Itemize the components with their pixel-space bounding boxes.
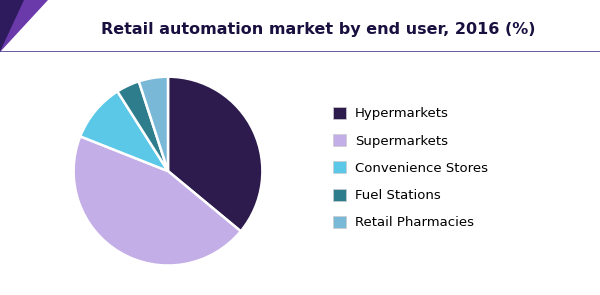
Wedge shape xyxy=(80,91,168,171)
Legend: Hypermarkets, Supermarkets, Convenience Stores, Fuel Stations, Retail Pharmacies: Hypermarkets, Supermarkets, Convenience … xyxy=(332,107,488,230)
Wedge shape xyxy=(168,77,262,231)
Polygon shape xyxy=(0,0,48,52)
Polygon shape xyxy=(0,0,24,52)
Text: Retail automation market by end user, 2016 (%): Retail automation market by end user, 20… xyxy=(101,22,535,37)
Wedge shape xyxy=(118,81,168,171)
Wedge shape xyxy=(139,77,168,171)
Wedge shape xyxy=(74,136,241,266)
